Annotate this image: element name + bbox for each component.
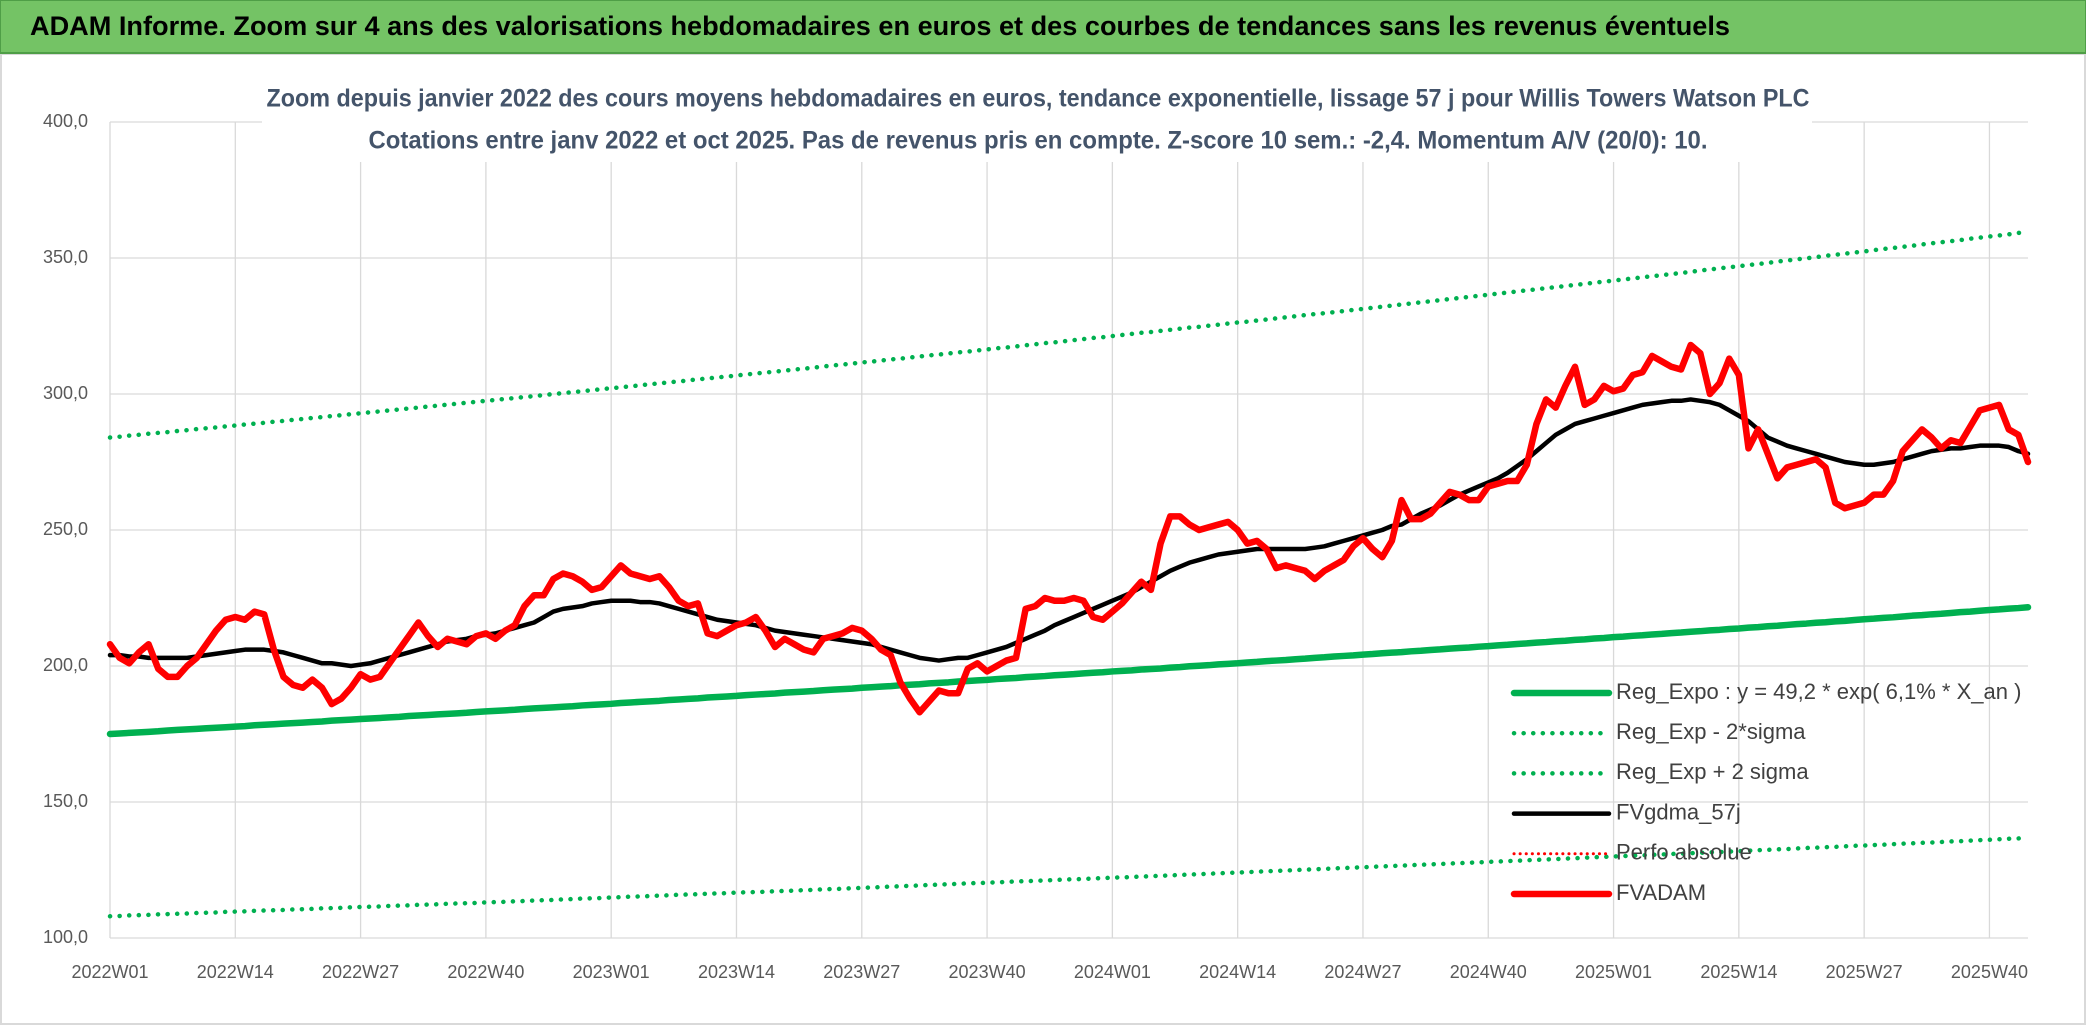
- x-tick-label: 2025W40: [1951, 962, 2028, 982]
- y-tick-label: 100,0: [43, 927, 88, 947]
- y-tick-label: 350,0: [43, 247, 88, 267]
- series-line: [106, 341, 2032, 716]
- legend-label: Reg_Exp - 2*sigma: [1616, 719, 1806, 744]
- legend-label: Perfo absolue: [1616, 840, 1752, 865]
- x-tick-label: 2022W40: [447, 962, 524, 982]
- chart-title: Zoom depuis janvier 2022 des cours moyen…: [267, 85, 1810, 113]
- plot-area: 100,0 150,0 200,0 250,0 300,0 350,0 400,0 2022W…: [43, 111, 2032, 982]
- y-tick-label: 150,0: [43, 791, 88, 811]
- x-tick-label: 2024W40: [1450, 962, 1527, 982]
- y-tick-label: 300,0: [43, 383, 88, 403]
- x-tick-label: 2025W27: [1826, 962, 1903, 982]
- header-bar: [0, 0, 2086, 54]
- chart-subtitle: Cotations entre janv 2022 et oct 2025. P…: [369, 127, 1708, 155]
- x-tick-label: 2025W01: [1575, 962, 1652, 982]
- x-tick-label: 2025W14: [1700, 962, 1777, 982]
- legend-label: Reg_Exp + 2 sigma: [1616, 759, 1809, 784]
- x-tick-label: 2022W27: [322, 962, 399, 982]
- x-tick-label: 2023W14: [698, 962, 775, 982]
- x-tick-label: 2023W01: [573, 962, 650, 982]
- legend-label: Reg_Expo : y = 49,2 * exp( 6,1% * X_an ): [1616, 679, 2021, 704]
- x-tick-label: 2022W01: [71, 962, 148, 982]
- legend-label: FVgdma_57j: [1616, 799, 1741, 824]
- header-title: ADAM Informe. Zoom sur 4 ans des valoris…: [30, 11, 1730, 41]
- y-tick-label: 200,0: [43, 655, 88, 675]
- series-line: [107, 397, 2031, 669]
- x-tick-label: 2024W01: [1074, 962, 1151, 982]
- series-line: [107, 835, 2031, 919]
- y-tick-label: 400,0: [43, 111, 88, 131]
- legend: Reg_Expo : y = 49,2 * exp( 6,1% * X_an )…: [1510, 679, 2021, 905]
- x-tick-label: 2022W14: [197, 962, 274, 982]
- y-tick-label: 250,0: [43, 519, 88, 539]
- title-background: [262, 80, 1812, 162]
- x-tick-label: 2024W27: [1324, 962, 1401, 982]
- x-tick-label: 2024W14: [1199, 962, 1276, 982]
- series-line: [106, 604, 2032, 738]
- x-tick-label: 2023W40: [949, 962, 1026, 982]
- x-tick-label: 2023W27: [823, 962, 900, 982]
- legend-label: FVADAM: [1616, 880, 1706, 905]
